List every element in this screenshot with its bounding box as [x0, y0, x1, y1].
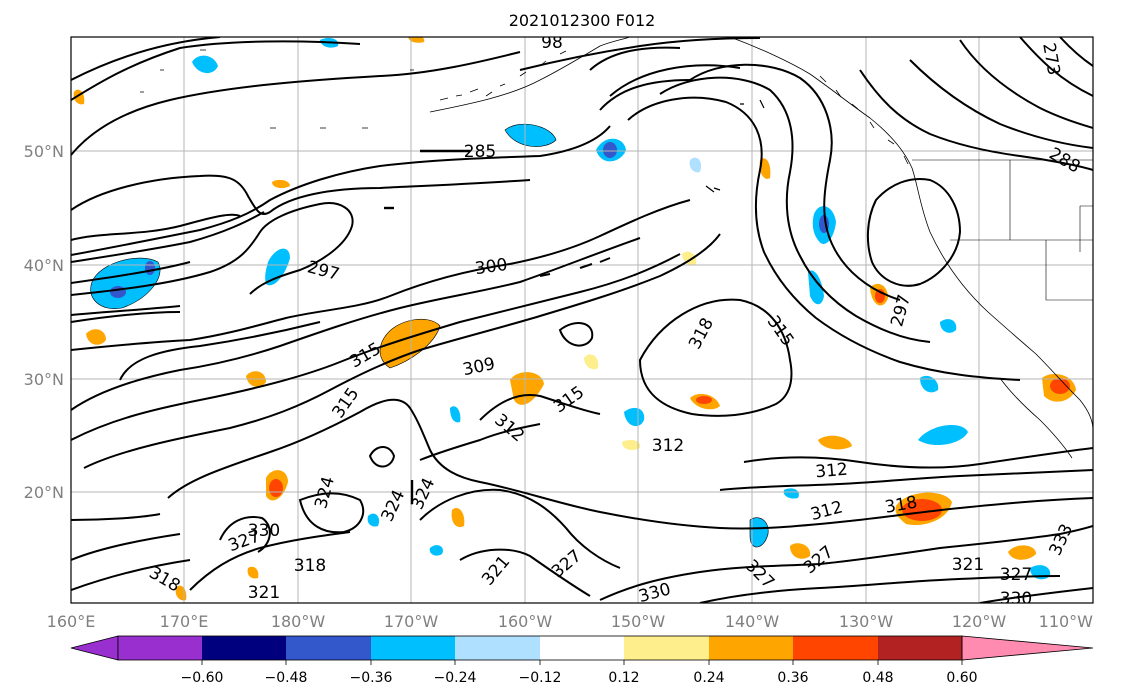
shade-blob	[940, 319, 957, 333]
colorbar-tick-label: 0.48	[862, 670, 893, 686]
graticule	[71, 37, 1093, 603]
map-frame	[70, 36, 1094, 604]
colorbar-tick-label: −0.24	[434, 670, 477, 686]
colorbar-tick-label: 0.60	[946, 670, 977, 686]
shade-blob	[429, 545, 443, 556]
lon-label: 110°W	[1039, 612, 1094, 631]
shade-blob	[86, 329, 106, 345]
lon-label: 140°W	[725, 612, 780, 631]
colorbar-tick-label: −0.12	[519, 670, 562, 686]
shade-blob	[624, 407, 645, 427]
colorbar-segment	[286, 636, 371, 660]
colorbar-segment	[202, 636, 286, 660]
lon-label: 160°W	[498, 612, 553, 631]
lon-label: 170°W	[384, 612, 439, 631]
shade-blob	[451, 507, 465, 528]
minor-contour-detail	[384, 99, 765, 504]
shade-blob	[749, 517, 769, 548]
shade-blob	[808, 270, 824, 305]
lat-label: 50°N	[24, 142, 64, 161]
contour-label: 330	[1000, 589, 1032, 609]
shade-blob	[145, 261, 155, 275]
shade-blob	[247, 566, 259, 579]
colorbar: −0.60 −0.48 −0.36 −0.24 −0.12 0.12 0.24 …	[70, 635, 1094, 686]
shade-blob	[622, 440, 641, 450]
contour-label: 321	[248, 583, 280, 603]
colorbar-segment	[455, 636, 540, 660]
contour-label: 312	[815, 460, 849, 483]
map-content: 98 273 285 288 297 300 297 318 315 315 3…	[71, 33, 1093, 609]
shade-blob	[504, 123, 557, 147]
shade-blob	[1008, 545, 1036, 560]
theta-contours	[71, 37, 1093, 603]
contour-label: 321	[952, 555, 984, 575]
longitude-labels: 160°E 170°E 180°W 170°W 160°W 150°W 140°…	[47, 612, 1094, 631]
colorbar-extend-high	[961, 635, 1094, 661]
lon-label: 180°W	[271, 612, 326, 631]
shade-blob	[269, 479, 283, 497]
colorbar-segment	[371, 636, 455, 660]
shade-blob	[408, 37, 425, 43]
colorbar-tick-label: 0.36	[777, 670, 808, 686]
lat-label: 30°N	[24, 370, 64, 389]
contour-label: 285	[464, 142, 496, 162]
contour-label: 318	[294, 556, 326, 576]
shade-blob	[783, 488, 799, 499]
shade-blob	[918, 425, 968, 446]
shade-blob	[759, 158, 771, 179]
colorbar-tick-label: −0.48	[265, 670, 308, 686]
shade-blob	[450, 406, 461, 423]
latitude-labels: 50°N 40°N 30°N 20°N	[24, 142, 64, 502]
shade-blob	[818, 435, 852, 450]
lon-label: 160°E	[47, 612, 96, 631]
lat-label: 20°N	[24, 483, 64, 502]
lat-label: 40°N	[24, 256, 64, 275]
colorbar-tick-label: −0.60	[181, 670, 224, 686]
colorbar-extend-low	[70, 635, 119, 661]
colorbar-tick-label: −0.36	[350, 670, 393, 686]
contour-label: 330	[636, 579, 673, 607]
colorbar-segment	[878, 636, 962, 660]
map-title: 2021012300 F012	[509, 11, 656, 30]
shade-blob	[110, 286, 126, 298]
shade-blob	[192, 55, 218, 74]
shade-blob	[1050, 378, 1070, 394]
shade-blob	[790, 543, 811, 559]
contour-label: 312	[652, 436, 684, 456]
lon-label: 120°W	[952, 612, 1007, 631]
contour-label: 98	[541, 33, 563, 53]
shade-blob	[920, 375, 939, 393]
shade-blob	[902, 499, 942, 521]
shade-blob	[272, 179, 290, 189]
colorbar-segment	[709, 636, 793, 660]
colorbar-segment	[793, 636, 878, 660]
lon-label: 130°W	[839, 612, 894, 631]
colorbar-tick-label: 0.24	[693, 670, 724, 686]
colorbar-segment	[624, 636, 709, 660]
contour-label: 327	[1000, 565, 1032, 585]
shade-blob	[367, 513, 380, 527]
lon-label: 170°E	[160, 612, 209, 631]
shade-blob	[689, 157, 702, 173]
colorbar-segment	[540, 636, 624, 660]
colorbar-segment	[118, 636, 202, 660]
negative-anomaly-shading	[90, 38, 1051, 580]
shade-blob	[603, 142, 617, 158]
contour-label: 300	[474, 255, 509, 279]
shade-blob	[265, 248, 290, 286]
colorbar-tick-label: 0.12	[608, 670, 639, 686]
shade-blob	[696, 396, 712, 404]
contour-label: 330	[248, 521, 280, 541]
shade-blob	[584, 354, 599, 370]
lon-label: 150°W	[611, 612, 666, 631]
shade-blob	[90, 257, 161, 309]
